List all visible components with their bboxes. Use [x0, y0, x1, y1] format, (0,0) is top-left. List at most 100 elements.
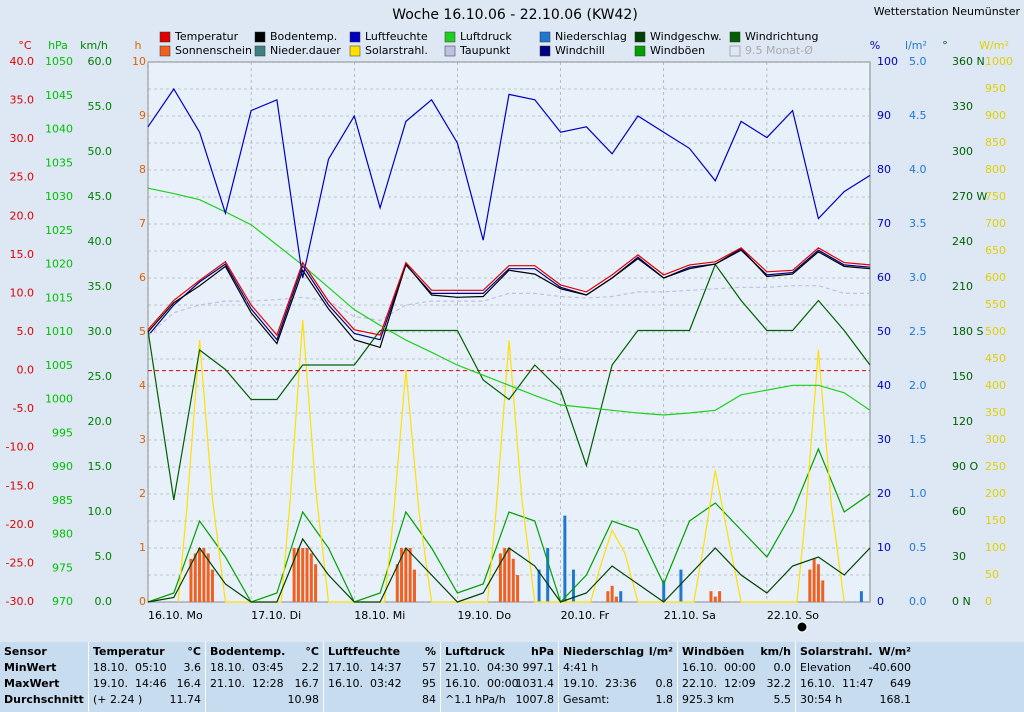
cell-value: 168.1 [879, 693, 912, 706]
header-unit: °C [187, 645, 201, 658]
y-tick-label: 0.0 [17, 364, 35, 377]
legend-label: Taupunkt [459, 44, 511, 57]
y-tick-label: 240 [952, 235, 973, 248]
cell-text: 21.10. 04:30 [445, 661, 519, 674]
y-tick-label: 3 [139, 433, 146, 446]
y-tick-label: 300 [952, 145, 973, 158]
legend-label: Solarstrahl. [365, 44, 428, 57]
y-tick-label: 20 [877, 487, 891, 500]
y-tick-label: 1.0 [909, 487, 927, 500]
bar [812, 558, 816, 602]
legend-swatch [729, 31, 741, 43]
y-tick-label: -25.0 [6, 556, 34, 569]
table-row: 21.10. 12:28 16.7 [210, 676, 319, 692]
y-tick-label: 60 [952, 505, 966, 518]
y-tick-label: 450 [985, 352, 1006, 365]
y-tick-label: 5.0 [17, 325, 35, 338]
bar [404, 548, 408, 602]
bar [507, 548, 511, 602]
y-tick-label: 970 [52, 595, 73, 608]
y-tick-label: 1050 [45, 55, 73, 68]
y-tick-label: -10.0 [6, 441, 34, 454]
row-label: MaxWert [4, 677, 60, 690]
y-tick-label: 100 [877, 55, 898, 68]
current-marker [796, 621, 808, 633]
cell-text: 16.10. 00:00 [682, 661, 756, 674]
table-row: 16.10. 03:42 95 [328, 676, 436, 692]
y-tick-label: 270 W [952, 190, 987, 203]
bar [816, 564, 820, 602]
y-tick-label: 500 [985, 325, 1006, 338]
table-row: 22.10. 12:09 32.2 [682, 676, 791, 692]
axis-title: hPa [48, 39, 68, 52]
axis-title: l/m² [905, 39, 927, 52]
y-tick-label: 50 [985, 568, 999, 581]
table-column: Windböen km/h 16.10. 00:00 0.0 22.10. 12:09 3… [677, 642, 795, 712]
axis-title: km/h [80, 39, 108, 52]
bar [296, 548, 300, 602]
y-tick-label: 80 [877, 163, 891, 176]
chart: Woche 16.10.06 - 22.10.06 (KW42) Wetters… [6, 5, 1021, 633]
header-unit: km/h [760, 645, 791, 658]
y-tick-label: 1035 [45, 156, 73, 169]
y-tick-label: 90 [877, 109, 891, 122]
legend-label: Windchill [555, 44, 605, 57]
cell-value: 32.2 [766, 677, 792, 690]
axis-title: % [870, 39, 880, 52]
bar [511, 558, 515, 602]
y-tick-label: 850 [985, 136, 1006, 149]
y-tick-label: 2.0 [909, 379, 927, 392]
station-name: Wetterstation Neumünster [874, 5, 1021, 18]
table-row: (+ 2.24 ) 11.74 [93, 692, 201, 708]
y-tick-label: 70 [877, 217, 891, 230]
y-tick-label: 180 S [952, 325, 983, 338]
table-row: 19.10. 14:46 16.4 [93, 676, 201, 692]
y-tick-label: -5.0 [13, 402, 34, 415]
series-line [177, 320, 845, 603]
table-row: 21.10. 04:30 997.1 [445, 660, 554, 676]
y-tick-label: 0 N [952, 595, 971, 608]
header-text: Luftfeuchte [328, 645, 401, 658]
summary-table: Sensor MinWert MaxWert Durchschnitt Temperat… [0, 642, 1024, 712]
axis-title: °C [18, 39, 32, 52]
row-label: Sensor [4, 645, 47, 658]
cell-text: 30:54 h [800, 693, 843, 706]
x-tick-label: 22.10. So [767, 609, 819, 622]
y-tick-label: 330 [952, 100, 973, 113]
y-tick-label: 10 [877, 541, 891, 554]
legend-label: Sonnenschein [175, 44, 252, 57]
y-tick-label: 40.0 [88, 235, 113, 248]
table-row: 19.10. 23:36 0.8 [563, 676, 673, 692]
cell-text: 16.10. 03:42 [328, 677, 402, 690]
cell-value: 57 [422, 661, 436, 674]
series-line [147, 247, 871, 337]
table-row: 925.3 km 5.5 [682, 692, 791, 708]
y-tick-label: 0 [877, 595, 884, 608]
bar [202, 548, 206, 602]
series-line [147, 187, 871, 416]
bar [821, 580, 825, 602]
legend-swatch [634, 45, 646, 57]
header-text: Bodentemp. [210, 645, 286, 658]
cell-text: 925.3 km [682, 693, 735, 706]
y-tick-label: 120 [952, 415, 973, 428]
bar [546, 548, 550, 602]
bar [606, 591, 610, 602]
x-tick-label: 16.10. Mo [148, 609, 203, 622]
legend-swatch [539, 31, 551, 43]
column-header: Solarstrahl. W/m² [800, 644, 911, 660]
legend-swatch [349, 31, 361, 43]
legend-label: Windrichtung [745, 30, 818, 43]
y-tick-label: 1.5 [909, 433, 927, 446]
cell-value: 2.2 [301, 661, 320, 674]
y-tick-label: 150 [985, 514, 1006, 527]
header-text: Windböen [682, 645, 745, 658]
table-row: 30:54 h 168.1 [800, 692, 911, 708]
table-column: Niederschlag l/m² 4:41 h 19.10. 23:36 0.8 Ges… [558, 642, 677, 712]
y-tick-label: -20.0 [6, 518, 34, 531]
bar [859, 591, 863, 602]
y-tick-label: 0.0 [909, 595, 927, 608]
y-tick-label: 550 [985, 298, 1006, 311]
y-tick-label: 1040 [45, 123, 73, 136]
header-unit: W/m² [878, 645, 911, 658]
